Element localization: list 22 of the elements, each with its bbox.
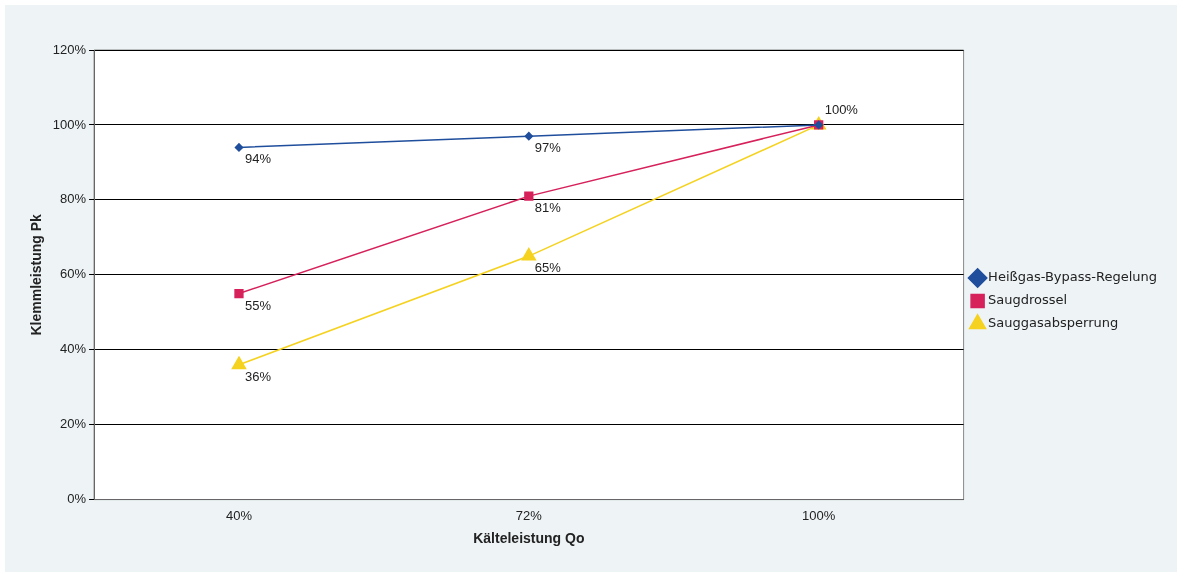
y-axis-title: Klemmleistung Pk [28, 213, 45, 336]
data-label: 100% [824, 102, 859, 118]
x-tick-label: 100% [802, 507, 836, 523]
y-tick-label: 100% [52, 116, 87, 132]
y-tick-label: 40% [60, 341, 87, 357]
x-tick-label: 40% [225, 507, 253, 523]
data-label: 36% [244, 368, 272, 384]
y-tick-label: 60% [60, 266, 87, 282]
data-label: 65% [534, 260, 562, 276]
x-axis-title: Kälteleistung Qo [473, 530, 585, 547]
data-label: 97% [534, 140, 562, 156]
legend-label: Sauggasabsperrung [988, 315, 1119, 331]
y-tick-label: 0% [67, 491, 87, 507]
y-tick-label: 80% [60, 191, 87, 207]
y-tick-label: 20% [60, 416, 87, 432]
x-tick-label: 72% [515, 507, 543, 523]
data-label: 94% [244, 151, 272, 167]
data-label: 55% [244, 297, 272, 313]
data-label: 81% [534, 200, 562, 216]
legend-label: Saugdrossel [988, 292, 1068, 308]
legend-label: Heißgas-Bypass-Regelung [988, 269, 1158, 285]
y-tick-label: 120% [52, 41, 87, 57]
